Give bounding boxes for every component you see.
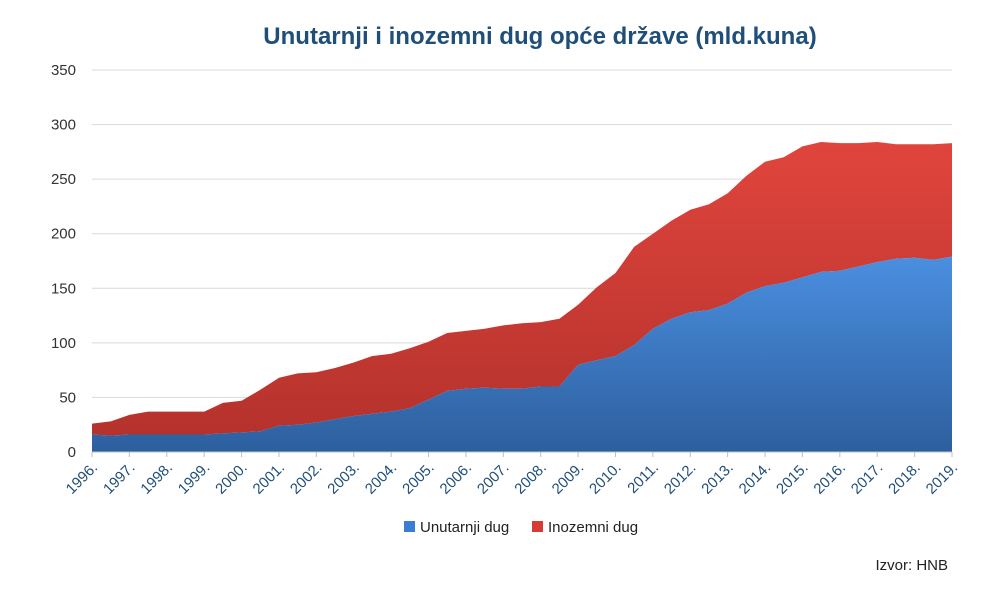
- x-tick-label: 1998.: [137, 459, 176, 498]
- x-tick-label: 2003.: [324, 459, 363, 498]
- x-tick-label: 2002.: [287, 459, 326, 498]
- x-tick-label: 1996.: [63, 459, 102, 498]
- x-tick-label: 1997.: [100, 459, 139, 498]
- legend-label: Inozemni dug: [548, 519, 638, 536]
- x-tick-label: 1999.: [175, 459, 214, 498]
- x-tick-label: 2008.: [511, 459, 550, 498]
- y-tick-label: 100: [51, 335, 76, 352]
- source-note: Izvor: HNB: [875, 557, 948, 574]
- x-tick-label: 2000.: [212, 459, 251, 498]
- y-axis: 0 50 100 150 200 250 300 350: [51, 62, 76, 461]
- legend: Unutarnji dug Inozemni dug: [404, 519, 638, 536]
- chart-title: Unutarnji i inozemni dug opće države (ml…: [263, 23, 816, 50]
- series-area-inozemni-dug: [92, 142, 952, 436]
- x-tick-label: 2011.: [624, 459, 662, 497]
- x-tick-label: 2006.: [437, 459, 476, 498]
- x-tick-label: 2016.: [810, 459, 849, 498]
- x-tick-label: 2010.: [586, 459, 625, 498]
- x-tick-label: 2012.: [661, 459, 700, 498]
- x-tick-label: 2001.: [250, 459, 289, 498]
- y-tick-label: 150: [51, 280, 76, 297]
- y-tick-label: 350: [51, 62, 76, 79]
- x-tick-label: 2007.: [474, 459, 513, 498]
- x-axis: 1996.1997.1998.1999.2000.2001.2002.2003.…: [63, 452, 962, 498]
- legend-label: Unutarnji dug: [420, 519, 509, 536]
- y-tick-label: 0: [68, 444, 76, 461]
- x-tick-label: 2004.: [362, 459, 401, 498]
- x-tick-label: 2019.: [923, 459, 962, 498]
- gridlines: [92, 69, 952, 398]
- x-tick-label: 2018.: [885, 459, 924, 498]
- x-tick-label: 2017.: [848, 459, 887, 498]
- legend-swatch: [532, 521, 543, 532]
- x-tick-label: 2014.: [736, 459, 775, 498]
- x-tick-label: 2015.: [773, 459, 812, 498]
- y-tick-label: 250: [51, 171, 76, 188]
- x-tick-label: 2005.: [399, 459, 438, 498]
- y-tick-label: 300: [51, 117, 76, 134]
- y-tick-label: 200: [51, 226, 76, 243]
- legend-swatch: [404, 521, 415, 532]
- x-tick-label: 2009.: [549, 459, 588, 498]
- plot-area: [92, 142, 952, 453]
- series-area-unutarnji-dug: [92, 256, 952, 452]
- x-tick-label: 2013.: [698, 459, 737, 498]
- y-tick-label: 50: [59, 389, 76, 406]
